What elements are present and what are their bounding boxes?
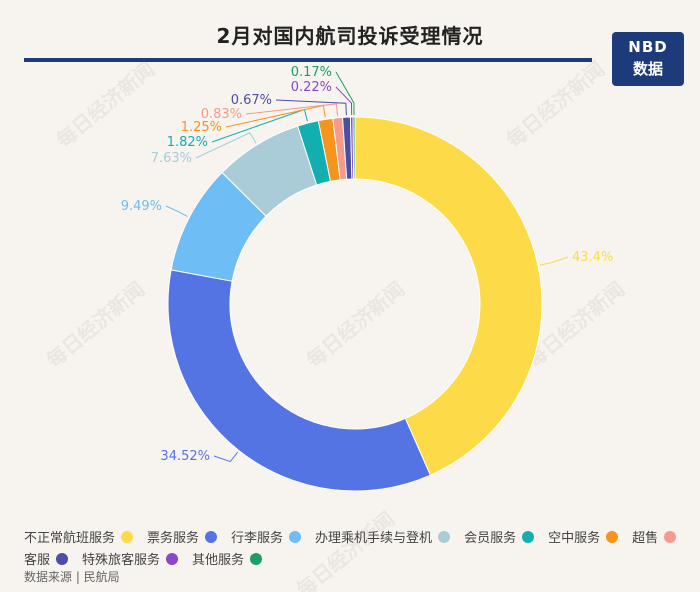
donut-slice-0[interactable] [354, 116, 543, 476]
legend-swatch [250, 553, 263, 565]
legend-item-6[interactable]: 超售 [632, 528, 677, 550]
data-label-7: 0.67% [231, 93, 272, 108]
legend-item-9[interactable]: 其他服务 [192, 550, 263, 572]
chart-title: 2月对国内航司投诉受理情况 [216, 24, 484, 48]
leader-line-8 [335, 86, 353, 116]
donut-slice-9[interactable] [352, 116, 356, 180]
data-label-4: 1.82% [167, 135, 208, 150]
data-label-8: 0.22% [291, 80, 332, 95]
legend-swatch [664, 531, 677, 543]
legend-label: 空中服务 [548, 531, 601, 546]
data-label-2: 9.49% [121, 199, 162, 214]
legend-label: 客服 [24, 553, 51, 568]
legend-swatch [289, 531, 302, 543]
legend-swatch [606, 531, 619, 543]
data-label-0: 43.4% [572, 250, 613, 265]
legend-label: 会员服务 [464, 531, 517, 546]
legend-swatch [205, 531, 218, 543]
watermark-text: 每日经济新闻 [42, 277, 149, 373]
data-source: 数据来源 | 民航局 [24, 570, 120, 584]
leader-line-7 [275, 99, 347, 116]
data-label-9: 0.17% [291, 65, 332, 80]
legend-item-0[interactable]: 不正常航班服务 [24, 528, 134, 550]
legend-label: 不正常航班服务 [24, 531, 116, 546]
nbd-logo: NBD 数据 [612, 32, 684, 86]
legend-label: 特殊旅客服务 [82, 553, 161, 568]
legend-label: 行李服务 [231, 531, 284, 546]
legend-label: 办理乘机手续与登机 [315, 531, 433, 546]
leader-line-3 [195, 132, 257, 159]
legend-label: 票务服务 [147, 531, 200, 546]
leader-line-9 [335, 71, 355, 116]
legend-item-7[interactable]: 客服 [24, 550, 69, 572]
legend-label: 超售 [632, 531, 659, 546]
leader-line-1 [213, 451, 239, 463]
leader-line-6 [245, 103, 339, 116]
donut-slice-1[interactable] [167, 269, 432, 492]
watermark-text: 每日经济新闻 [302, 277, 409, 373]
leader-line-2 [165, 205, 188, 217]
legend-item-8[interactable]: 特殊旅客服务 [82, 550, 179, 572]
legend-item-1[interactable]: 票务服务 [147, 528, 218, 550]
title-underline [24, 58, 592, 62]
legend-swatch [166, 553, 179, 565]
data-label-3: 7.63% [151, 151, 192, 166]
leader-line-0 [539, 256, 569, 266]
legend-item-2[interactable]: 行李服务 [231, 528, 302, 550]
legend-item-3[interactable]: 办理乘机手续与登机 [315, 528, 451, 550]
legend-item-4[interactable]: 会员服务 [464, 528, 535, 550]
legend-swatch [438, 531, 451, 543]
data-label-1: 34.52% [160, 449, 210, 464]
logo-text-data: 数据 [632, 60, 663, 78]
chart-legend: 不正常航班服务 票务服务 行李服务 办理乘机手续与登机 会员服务 空中服务 超售客服 特殊旅客… [24, 528, 698, 572]
data-label-6: 0.83% [201, 107, 242, 122]
legend-item-5[interactable]: 空中服务 [548, 528, 619, 550]
watermark-text: 每日经济新闻 [52, 57, 159, 153]
logo-text-nbd: NBD [628, 38, 668, 56]
legend-label: 其他服务 [192, 553, 245, 568]
data-label-5: 1.25% [181, 120, 222, 135]
legend-swatch [56, 553, 69, 565]
legend-swatch [522, 531, 535, 543]
legend-swatch [121, 531, 134, 543]
watermark-text: 每日经济新闻 [502, 57, 609, 153]
